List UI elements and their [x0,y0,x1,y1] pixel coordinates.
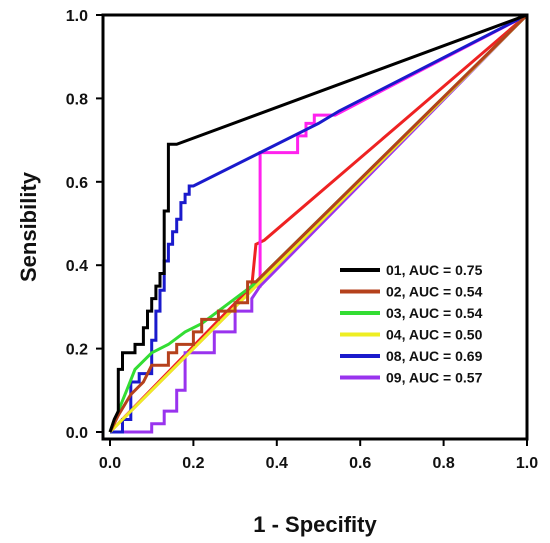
legend-label-2: 03, AUC = 0.54 [386,305,483,321]
x-tick-label-2: 0.4 [266,455,288,472]
legend-label-1: 02, AUC = 0.54 [386,284,483,300]
legend-label-3: 04, AUC = 0.50 [386,327,483,343]
y-tick-label-1: 0.2 [66,342,88,359]
y-tick-label-3: 0.6 [66,175,88,192]
series-lines [108,13,529,434]
plot-frame [101,13,529,441]
y-tick-label-0: 0.0 [66,425,88,442]
legend: 01, AUC = 0.75 02, AUC = 0.54 03, AUC = 0.… [340,262,483,386]
x-tick-label-5: 1.0 [516,455,538,472]
series-line-1 [108,13,529,433]
y-tick-label-5: 1.0 [66,8,88,25]
x-tick-label-1: 0.2 [182,455,204,472]
x-tick-label-3: 0.6 [349,455,371,472]
y-axis-title: Sensibility [16,171,41,282]
y-tick-label-4: 0.8 [66,91,88,108]
y-tick-label-2: 0.4 [66,258,88,275]
series-line-5 [110,13,529,434]
series-line-4 [110,13,528,434]
legend-label-0: 01, AUC = 0.75 [386,262,483,278]
legend-label-5: 09, AUC = 0.57 [386,370,483,386]
x-tick-label-0: 0.0 [99,455,121,472]
series-line-0 [108,13,528,433]
x-axis-ticks: 0.0 0.2 0.4 0.6 0.8 1.0 [99,439,538,472]
y-axis-ticks: 0.0 0.2 0.4 0.6 0.8 1.0 [66,8,103,442]
legend-label-4: 08, AUC = 0.69 [386,348,483,364]
x-axis-title: 1 - Specifity [253,512,377,537]
x-tick-label-4: 0.8 [432,455,454,472]
series-line-7 [108,13,528,434]
